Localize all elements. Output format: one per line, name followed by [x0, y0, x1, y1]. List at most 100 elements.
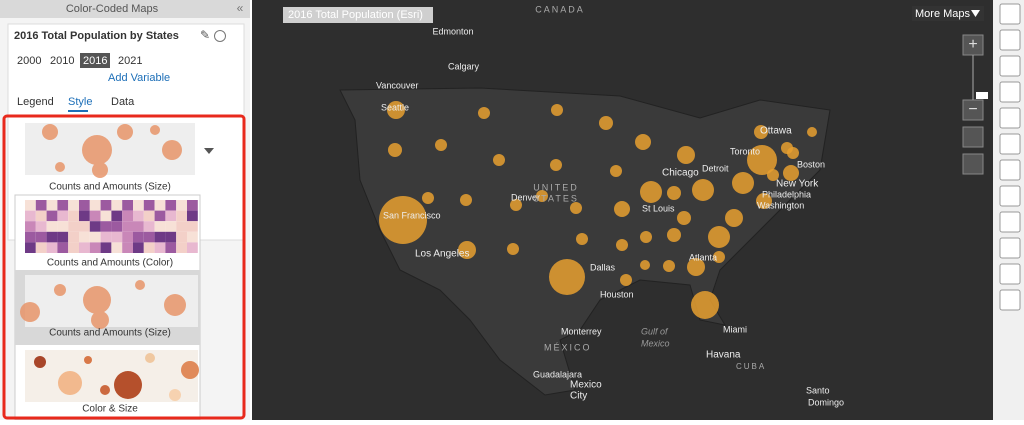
- zoom-controls: [962, 34, 984, 175]
- grid-cell: [176, 242, 187, 253]
- size-circles: [20, 280, 186, 329]
- more-maps[interactable]: More Maps: [915, 8, 971, 20]
- remove-button[interactable]: [214, 30, 226, 42]
- tool-button[interactable]: [999, 3, 1021, 25]
- tool-button[interactable]: [999, 237, 1021, 259]
- tool-button[interactable]: [999, 289, 1021, 311]
- more-maps-bg[interactable]: [912, 6, 984, 21]
- year-option[interactable]: 2021: [118, 55, 142, 67]
- bubble: [640, 260, 650, 270]
- grid-cell: [176, 200, 187, 211]
- bubble: [747, 145, 777, 175]
- grid-cell: [133, 210, 144, 222]
- grid-cell: [68, 200, 79, 211]
- bubble: [493, 154, 505, 166]
- bubble: [713, 251, 725, 263]
- grid-cell: [25, 210, 36, 222]
- style-option[interactable]: Counts and Amounts (Color): [47, 258, 173, 269]
- tab[interactable]: Style: [68, 96, 92, 108]
- map-label: Miami: [723, 324, 747, 334]
- grid-cell: [25, 200, 36, 211]
- year-option[interactable]: 2016: [83, 55, 107, 67]
- year-option[interactable]: 2010: [50, 55, 74, 67]
- map-label: UNITED: [533, 182, 579, 192]
- bubble: [388, 143, 402, 157]
- tool-button[interactable]: [999, 81, 1021, 103]
- tool-button[interactable]: [999, 55, 1021, 77]
- tool-button[interactable]: [999, 211, 1021, 233]
- grid-cell: [187, 231, 198, 243]
- grid-cell: [111, 200, 123, 211]
- grid-cell: [187, 200, 198, 211]
- bubble: [570, 202, 582, 214]
- grid-cell: [165, 242, 177, 253]
- map-label: Monterrey: [561, 326, 602, 336]
- grid-cell: [154, 242, 166, 253]
- tool-button[interactable]: [999, 185, 1021, 207]
- year-option[interactable]: 2000: [17, 55, 41, 67]
- grid-cell: [25, 231, 36, 243]
- grid-cell: [100, 200, 112, 211]
- grid-cell: [176, 221, 187, 232]
- grid-cell: [46, 221, 58, 232]
- tool-button[interactable]: [999, 159, 1021, 181]
- tab[interactable]: Legend: [17, 96, 54, 108]
- bubble: [691, 291, 719, 319]
- grid-cell: [111, 231, 123, 243]
- bubble: [767, 169, 779, 181]
- slider-handle[interactable]: [976, 92, 988, 99]
- map-label: St Louis: [642, 203, 675, 213]
- grid-cell: [111, 210, 123, 222]
- bubble: [640, 231, 652, 243]
- bubble: [692, 179, 714, 201]
- bubble: [754, 125, 768, 139]
- grid-cell: [89, 200, 101, 211]
- grid-cell: [143, 221, 155, 232]
- grid-cell: [79, 221, 90, 232]
- bubble: [549, 259, 585, 295]
- bubble: [635, 134, 651, 150]
- add-variable[interactable]: Add Variable: [108, 72, 170, 84]
- bubble: [667, 186, 681, 200]
- map-label: Mexico: [641, 338, 670, 348]
- grid-cell: [111, 242, 123, 253]
- grid-cell: [89, 221, 101, 232]
- grid-cell: [133, 242, 144, 253]
- grid-cell: [154, 221, 166, 232]
- grid-cell: [46, 242, 58, 253]
- grid-cell: [57, 210, 69, 222]
- grid-cell: [165, 231, 177, 243]
- edit-button[interactable]: ✎: [200, 28, 210, 42]
- tool-button[interactable]: [999, 107, 1021, 129]
- more-maps-arrow[interactable]: [971, 10, 980, 17]
- collapse-button[interactable]: «: [237, 1, 244, 15]
- tab[interactable]: Data: [111, 96, 135, 108]
- map-label: MÉXICO: [544, 342, 592, 352]
- tool-button[interactable]: [999, 263, 1021, 285]
- current-style: Counts and Amounts (Size): [49, 182, 171, 193]
- grid-cell: [143, 242, 155, 253]
- bubble: [756, 193, 772, 209]
- map-label: Mexico: [570, 380, 602, 391]
- tool-button[interactable]: [999, 29, 1021, 51]
- grid-cell: [100, 231, 112, 243]
- bubble: [677, 146, 695, 164]
- map-label: New York: [776, 179, 819, 190]
- plus-icon: +: [968, 36, 977, 53]
- style-option[interactable]: Counts and Amounts (Size): [49, 328, 171, 339]
- style-option[interactable]: Color & Size: [82, 404, 138, 415]
- tool-button[interactable]: [999, 133, 1021, 155]
- grid-cell: [187, 221, 198, 232]
- home[interactable]: [962, 126, 984, 148]
- bubble: [687, 258, 705, 276]
- bubble: [507, 243, 519, 255]
- grid-cell: [122, 231, 133, 243]
- map-label: Ottawa: [760, 126, 792, 137]
- grid-cell: [122, 221, 133, 232]
- locate[interactable]: [962, 153, 984, 175]
- map-label: Calgary: [448, 61, 480, 71]
- color-grid-thumbnail: [25, 200, 198, 253]
- map-label: San Francisco: [383, 210, 441, 220]
- dropdown-arrow[interactable]: [204, 148, 214, 154]
